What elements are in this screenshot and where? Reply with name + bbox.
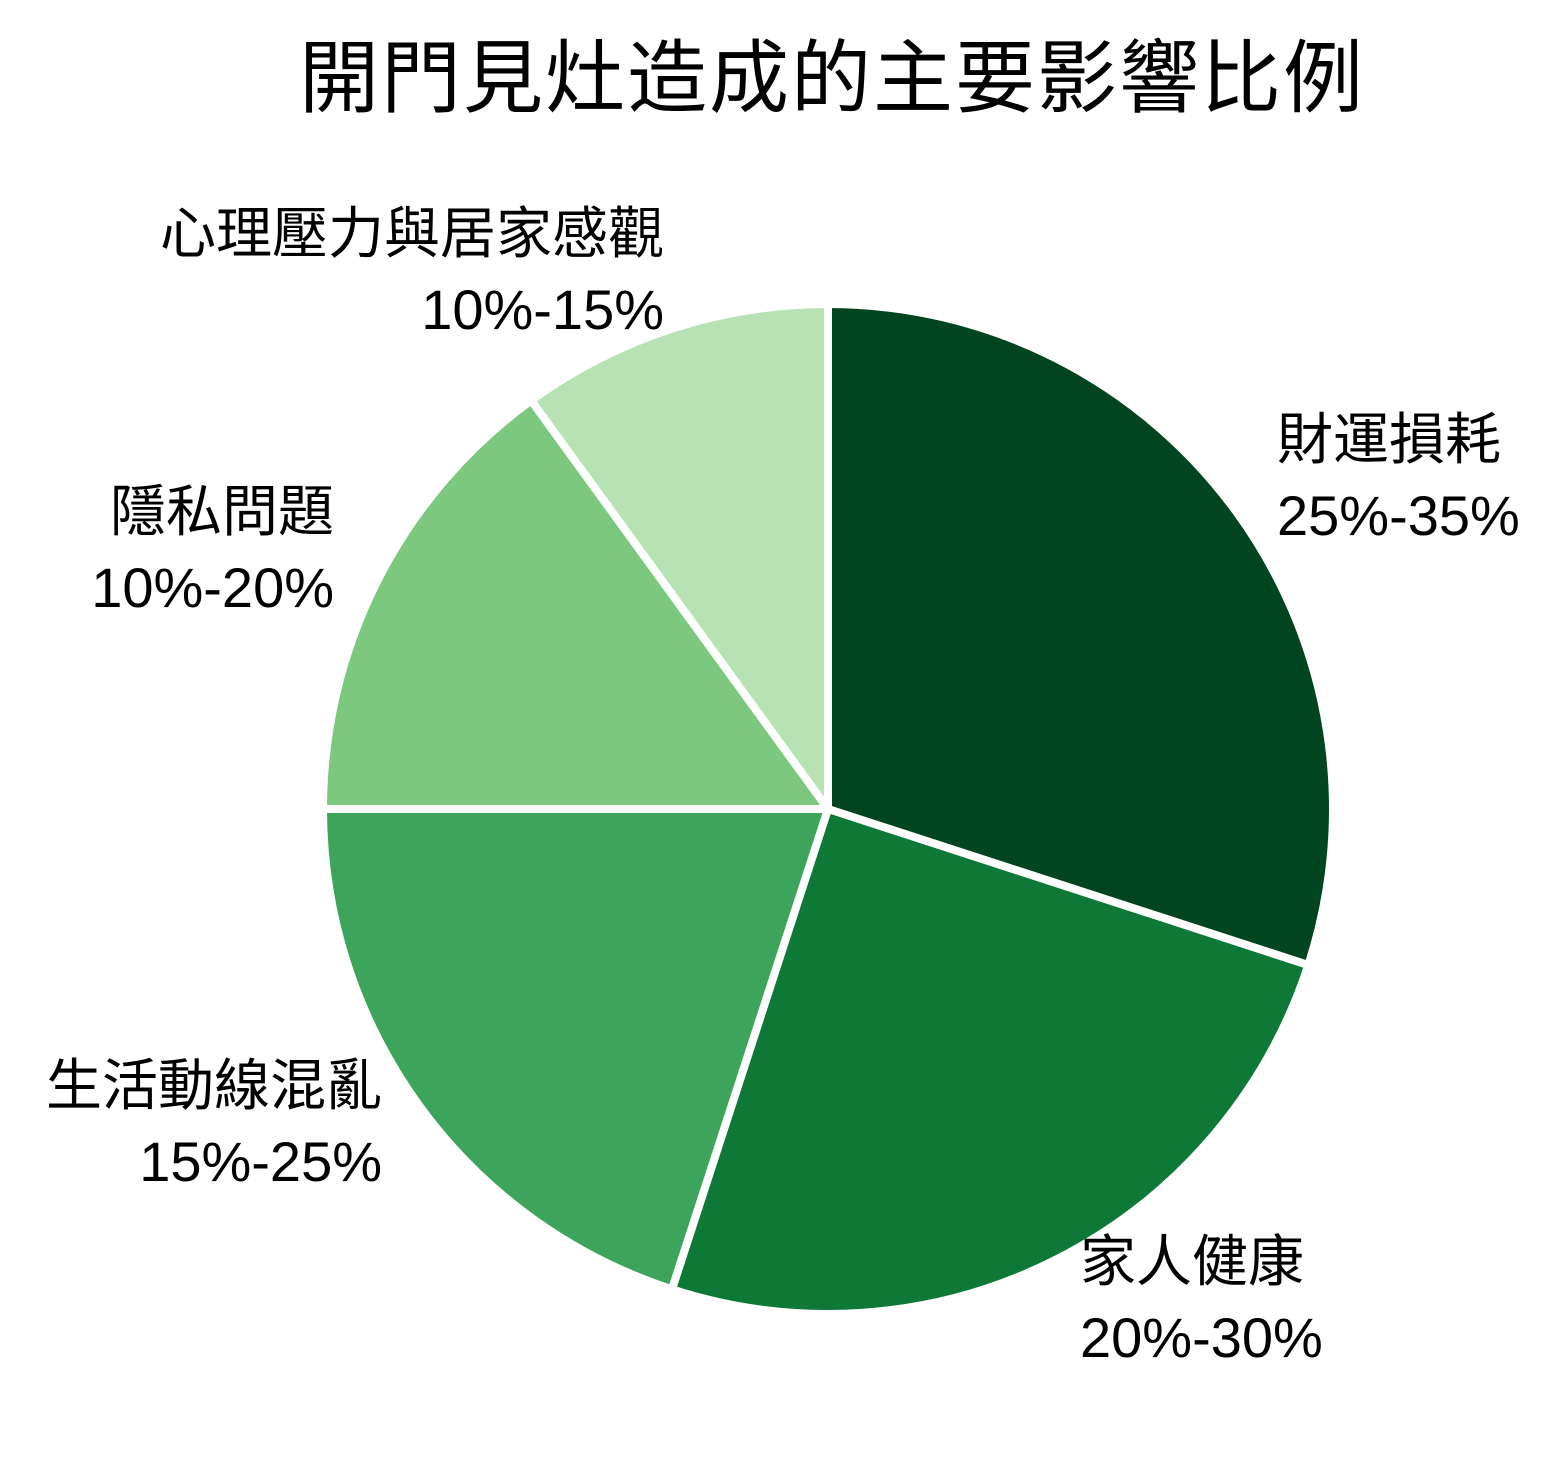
slice-label-text: 財運損耗 [1277,408,1501,471]
pie-slice-4 [527,300,832,813]
slice-label-text: 生活動線混亂 [46,1054,382,1117]
slice-label-range: 10%-15% [421,278,664,342]
slice-label-dongxian: 生活動線混亂 15%-25% [46,1048,382,1200]
pie-slice-3 [319,396,832,813]
pie-slice-1 [667,805,1313,1318]
pie-slice-0 [824,300,1337,970]
chart-title: 開門見灶造成的主要影響比例 [299,34,1365,123]
slice-label-range: 25%-35% [1277,484,1520,548]
slice-label-yinsi: 隱私問題 10%-20% [91,474,334,626]
slice-label-text: 心理壓力與居家感觀 [160,202,664,265]
slice-label-range: 20%-30% [1080,1306,1323,1370]
slice-label-text: 家人健康 [1080,1230,1304,1293]
slice-label-caiyun: 財運損耗 25%-35% [1277,402,1520,554]
slice-label-range: 10%-20% [91,556,334,620]
slice-label-range: 15%-25% [139,1130,382,1194]
pie-slice-2 [319,805,832,1294]
slice-label-jiankang: 家人健康 20%-30% [1080,1224,1323,1376]
slice-label-text: 隱私問題 [110,480,334,543]
slice-label-xinli: 心理壓力與居家感觀 10%-15% [160,196,664,348]
